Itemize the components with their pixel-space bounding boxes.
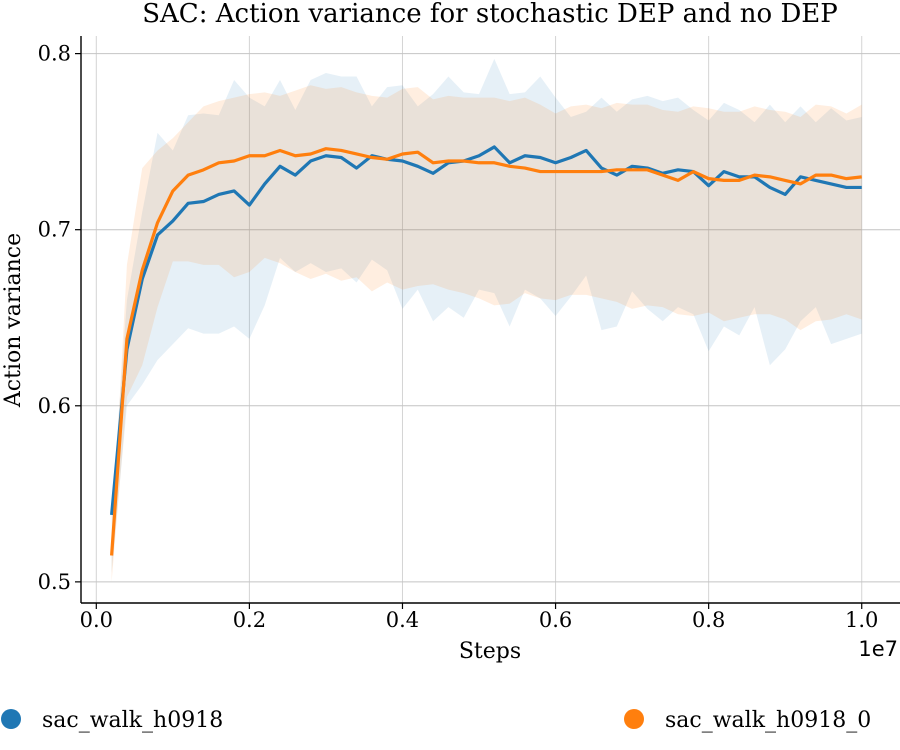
band-sac_walk_h0918 (111, 58, 862, 574)
confidence-bands (111, 58, 862, 582)
line-sac_walk_h0918 (110, 145, 862, 516)
x-offset-label: 1e7 (858, 637, 898, 661)
line-sac_walk_h0918_0 (110, 147, 862, 556)
series-lines (110, 145, 862, 556)
x-axis-label: Steps (459, 639, 521, 664)
x-ticks: 0.0 0.2 0.4 0.6 0.8 1.0 (80, 603, 878, 632)
legend-label-sac_walk_h0918_0: sac_walk_h0918_0 (665, 708, 871, 733)
y-tick-label: 0.7 (38, 218, 71, 242)
band-sac_walk_h0918_0 (111, 85, 862, 582)
grid-lines (81, 36, 900, 603)
legend-label-sac_walk_h0918: sac_walk_h0918 (42, 708, 223, 733)
y-axis-label: Action variance (1, 233, 26, 408)
x-tick-label: 1.0 (845, 608, 878, 632)
x-tick-label: 0.4 (386, 608, 419, 632)
legend: sac_walk_h0918 sac_walk_h0918_0 (1, 708, 871, 733)
y-tick-label: 0.8 (38, 42, 71, 66)
x-tick-label: 0.2 (233, 608, 266, 632)
y-tick-label: 0.6 (38, 394, 71, 418)
y-ticks: 0.5 0.6 0.7 0.8 (38, 42, 81, 594)
legend-marker-sac_walk_h0918 (1, 709, 21, 729)
y-tick-label: 0.5 (38, 570, 71, 594)
legend-marker-sac_walk_h0918_0 (624, 709, 644, 729)
x-tick-label: 0.6 (539, 608, 572, 632)
x-tick-label: 0.8 (692, 608, 725, 632)
x-tick-label: 0.0 (80, 608, 113, 632)
chart-title: SAC: Action variance for stochastic DEP … (142, 0, 838, 29)
